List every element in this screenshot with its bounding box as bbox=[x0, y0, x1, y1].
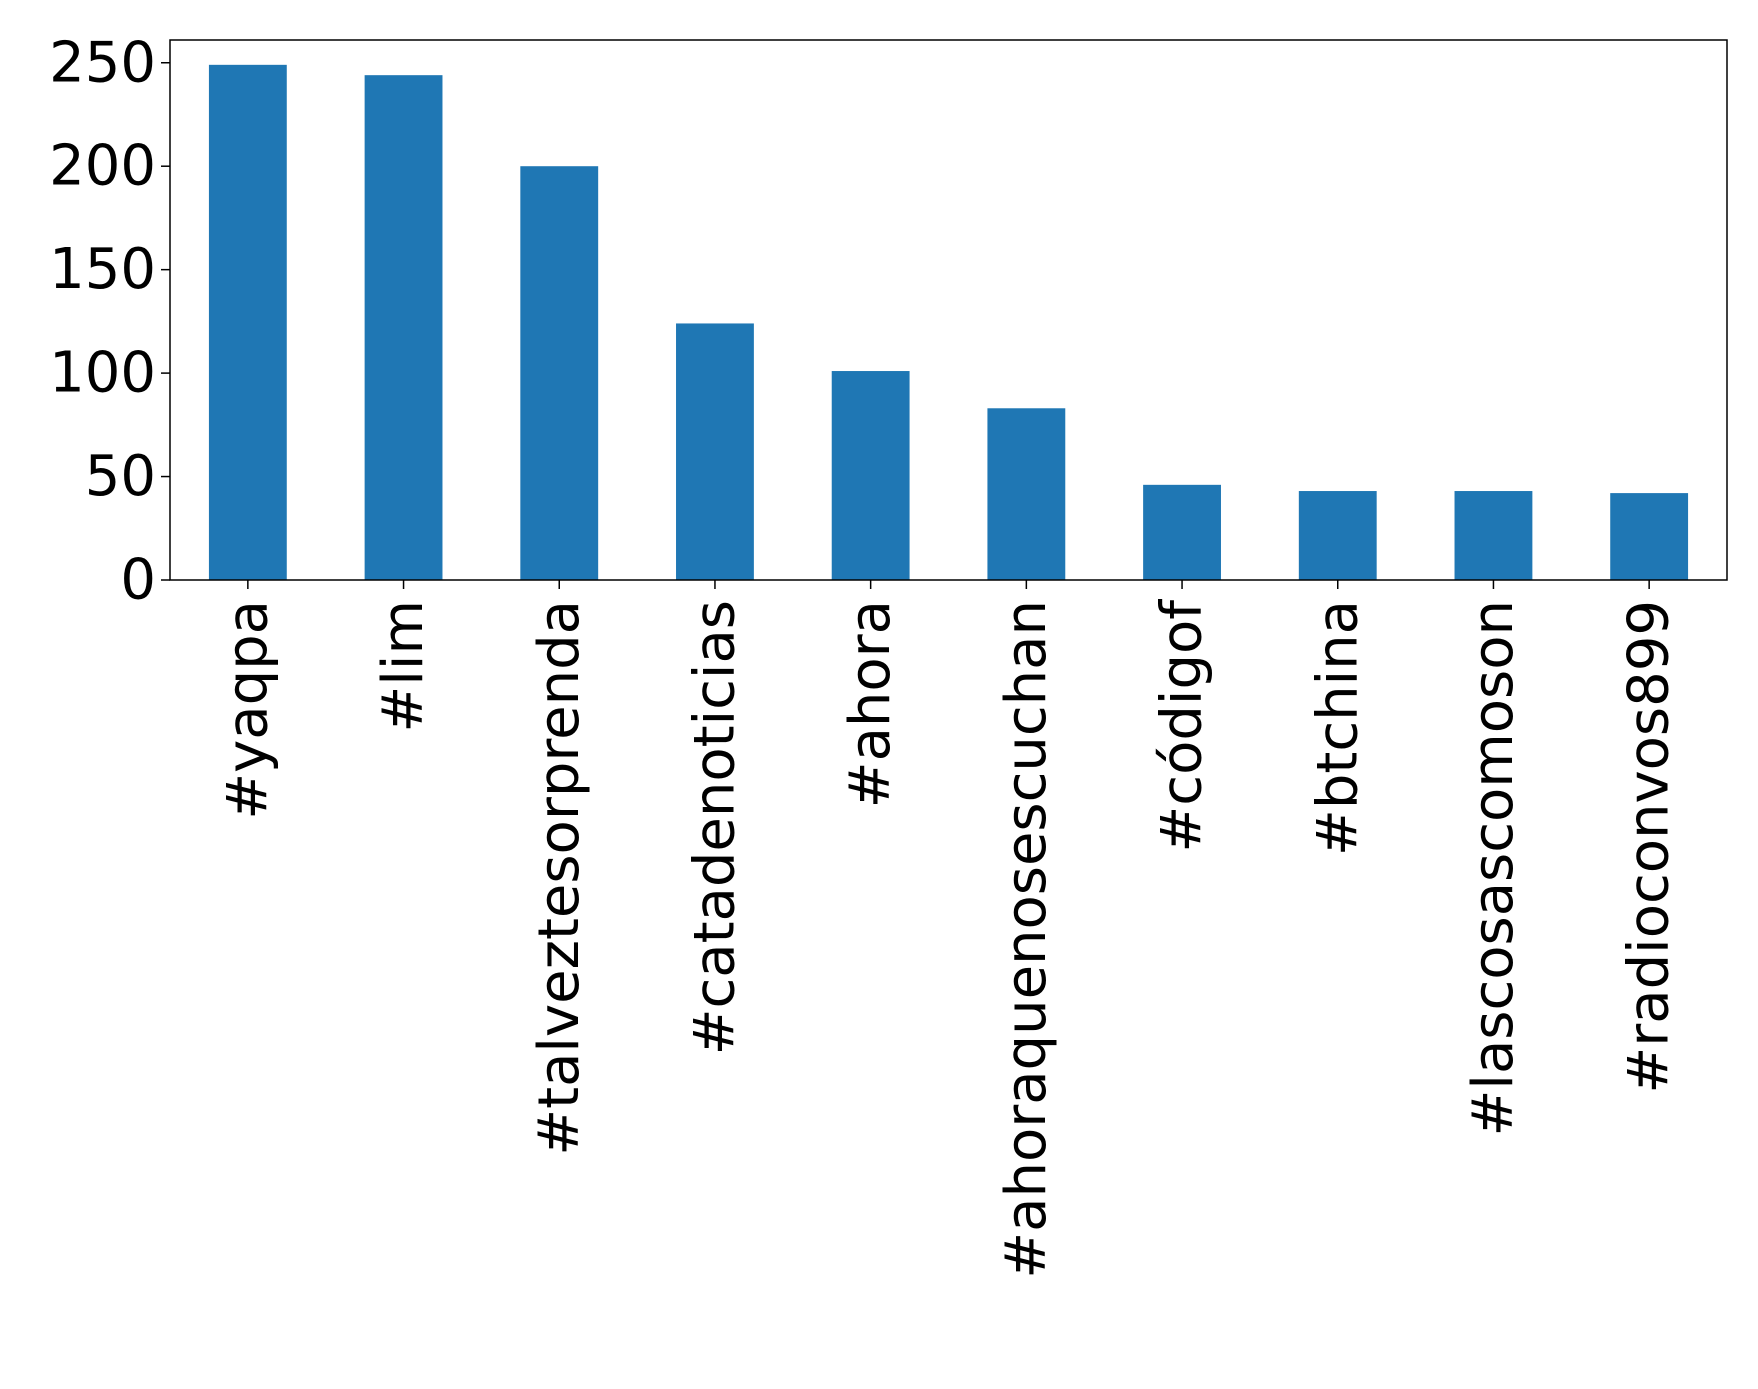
x-tick-label: #lascosascomoson bbox=[1461, 600, 1526, 1136]
y-tick-label: 0 bbox=[120, 548, 156, 613]
y-tick-label: 250 bbox=[49, 30, 156, 95]
plot-frame bbox=[169, 39, 1728, 581]
x-tick-label: #catadenoticias bbox=[682, 600, 747, 1055]
x-tick-label: #ahoraquenosescuchan bbox=[994, 600, 1059, 1279]
y-tick-label: 100 bbox=[49, 341, 156, 406]
y-tick-label: 150 bbox=[49, 237, 156, 302]
y-axis: 0 50 100 150 200 250 bbox=[49, 30, 170, 613]
x-tick-label: #códigof bbox=[1150, 599, 1215, 853]
bar bbox=[1143, 484, 1221, 580]
x-tick-label: #radioconvos899 bbox=[1617, 600, 1682, 1094]
bars-layer bbox=[208, 64, 1689, 581]
bar bbox=[364, 75, 443, 580]
bar bbox=[676, 323, 754, 580]
y-tick-label: 50 bbox=[85, 444, 156, 509]
x-tick-label: #talveztesorprenda bbox=[527, 600, 592, 1156]
x-tick-label: #lim bbox=[371, 600, 436, 733]
bar bbox=[831, 371, 910, 580]
x-tick-label: #yaqpa bbox=[215, 600, 280, 820]
x-tick-label: #btchina bbox=[1305, 600, 1370, 856]
x-tick-label: #ahora bbox=[838, 600, 903, 808]
bar bbox=[1610, 493, 1689, 580]
bar bbox=[1298, 491, 1377, 580]
x-axis: #yaqpa #lim #talveztesorprenda #catadenotic… bbox=[215, 580, 1682, 1279]
bar bbox=[1454, 491, 1533, 580]
y-tick-label: 200 bbox=[49, 134, 156, 199]
bar bbox=[987, 408, 1066, 580]
bar bbox=[208, 64, 287, 581]
bar bbox=[520, 166, 599, 580]
